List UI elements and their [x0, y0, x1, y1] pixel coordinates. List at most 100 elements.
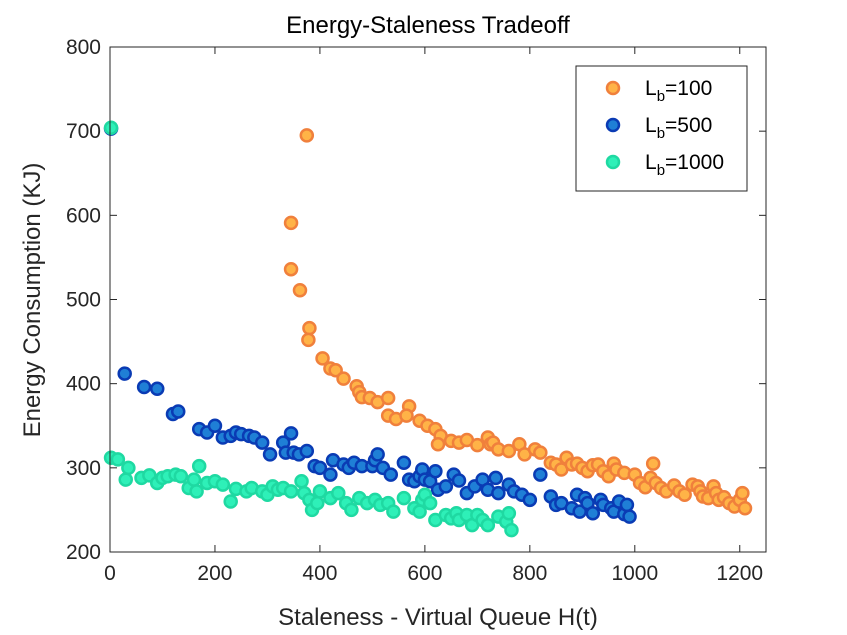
data-point — [336, 371, 351, 386]
legend-label-rest: =500 — [665, 114, 712, 137]
data-point — [328, 362, 343, 378]
data-point — [117, 366, 132, 381]
chart-title: Energy-Staleness Tradeoff — [286, 12, 570, 39]
data-point — [488, 470, 503, 486]
data-point — [121, 460, 136, 476]
data-point — [522, 492, 538, 508]
data-point — [170, 404, 186, 419]
y-tick-label: 600 — [66, 204, 101, 227]
y-tick-label: 400 — [66, 373, 101, 396]
data-point — [428, 463, 443, 479]
data-point — [572, 504, 587, 519]
data-point — [254, 435, 270, 450]
legend-marker — [605, 154, 621, 170]
y-tick-label: 200 — [66, 541, 101, 564]
legend-label-sub: b — [657, 88, 665, 105]
x-tick-label: 1000 — [611, 562, 658, 585]
x-tick-label: 0 — [104, 562, 116, 585]
data-point — [292, 282, 308, 298]
data-point — [504, 522, 519, 538]
data-point — [451, 473, 467, 488]
data-point — [118, 472, 133, 487]
legend-label: Lb=100 — [645, 77, 712, 105]
data-point — [136, 379, 152, 395]
legend-label-sub: b — [657, 162, 665, 179]
legend-label-sub: b — [657, 125, 665, 142]
y-tick-label: 500 — [66, 289, 101, 312]
data-point — [386, 504, 401, 519]
data-point — [380, 390, 396, 406]
data-point — [312, 460, 328, 476]
data-point — [344, 502, 359, 518]
data-point — [223, 494, 238, 509]
data-point — [501, 443, 517, 459]
legend-marker — [605, 117, 621, 133]
data-point — [312, 484, 328, 499]
data-point — [585, 506, 601, 521]
data-point — [215, 477, 231, 492]
data-point — [299, 128, 315, 143]
data-point — [491, 485, 506, 501]
legend-label-main: L — [645, 114, 657, 137]
data-point — [331, 485, 346, 501]
y-axis-label: Energy Consumption (KJ) — [19, 163, 46, 438]
data-point — [645, 456, 661, 471]
data-point — [370, 447, 385, 462]
data-point — [315, 351, 330, 366]
legend-label-rest: =1000 — [665, 151, 724, 174]
data-point — [677, 487, 692, 503]
legend-label-rest: =100 — [665, 77, 712, 100]
data-point — [422, 495, 438, 511]
legend-label-main: L — [645, 151, 657, 174]
data-point — [323, 467, 338, 482]
data-point — [533, 467, 548, 482]
x-axis-label: Staleness - Virtual Queue H(t) — [278, 604, 598, 631]
data-point — [737, 500, 753, 516]
x-tick-label: 1200 — [716, 562, 763, 585]
data-point — [173, 469, 189, 484]
series-2 — [103, 120, 519, 538]
data-point — [262, 447, 278, 462]
series-1 — [103, 121, 637, 524]
y-tick-label: 800 — [66, 36, 101, 59]
data-point — [622, 509, 637, 524]
data-point — [299, 443, 315, 459]
data-point — [412, 504, 427, 519]
y-tick-label: 300 — [66, 457, 101, 480]
data-point — [283, 215, 299, 231]
data-point — [735, 485, 750, 501]
data-point — [283, 261, 299, 277]
data-points — [103, 120, 753, 538]
data-point — [149, 381, 165, 396]
legend-marker — [605, 80, 621, 96]
data-point — [480, 517, 496, 533]
data-point — [191, 458, 207, 474]
legend-box — [575, 65, 748, 192]
data-point — [438, 479, 454, 494]
data-point — [294, 474, 309, 489]
data-point — [207, 418, 223, 433]
series-0 — [283, 128, 753, 516]
data-point — [301, 332, 316, 348]
legend-label: Lb=500 — [645, 114, 712, 142]
data-point — [283, 484, 299, 499]
x-tick-label: 800 — [512, 562, 547, 585]
data-point — [302, 320, 317, 336]
data-point — [186, 472, 202, 487]
data-point — [396, 455, 412, 471]
legend-label-main: L — [645, 77, 657, 100]
x-tick-label: 400 — [302, 562, 337, 585]
data-point — [383, 467, 399, 482]
data-point — [501, 506, 517, 521]
data-point — [310, 495, 325, 511]
data-point — [396, 490, 412, 506]
data-point — [283, 426, 299, 441]
data-point — [189, 484, 204, 499]
plot-frame — [109, 46, 767, 553]
x-tick-label: 600 — [407, 562, 442, 585]
data-point — [619, 497, 635, 513]
data-point — [110, 452, 126, 467]
data-point — [103, 120, 119, 136]
data-point — [533, 445, 548, 460]
